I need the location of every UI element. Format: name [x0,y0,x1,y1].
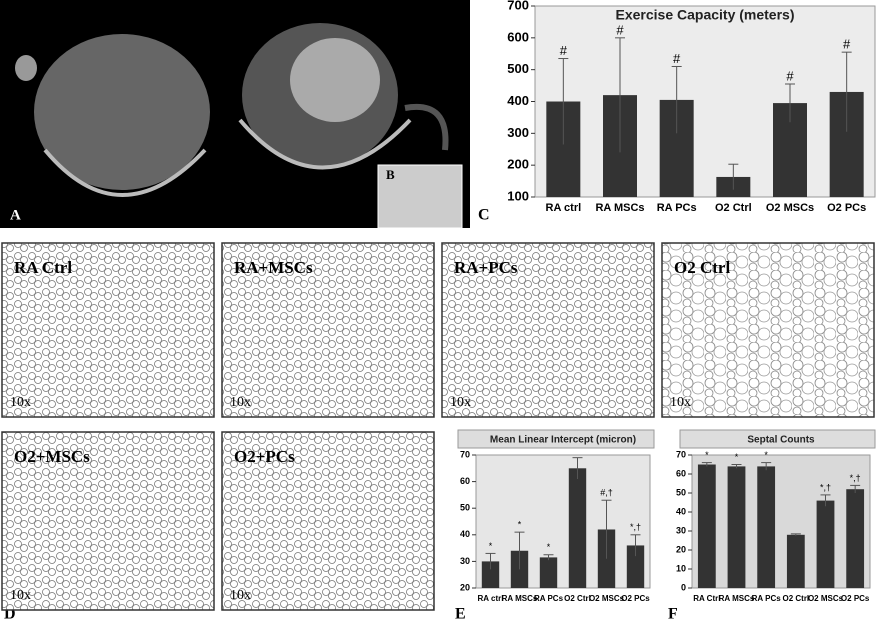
magnification: 10x [670,395,691,410]
bar [568,468,587,588]
y-tick-label: 10 [676,563,686,573]
x-tick-label: O2 MSCs [589,594,625,603]
panel-label: C [478,207,490,224]
annotation: # [673,51,681,66]
magnification: 10x [230,395,251,410]
x-tick-label: RA PCs [534,594,564,603]
plot-area [534,5,876,198]
y-tick-label: 100 [507,188,529,203]
chart-header [457,429,655,449]
x-tick-label: O2 MSCs [808,594,844,603]
y-tick-label: 600 [507,29,529,44]
annotation: # [560,43,568,58]
chart-title: Septal Counts [747,435,815,446]
x-tick-label: RA PCs [752,594,782,603]
y-tick-label: 30 [460,556,470,566]
y-tick-label: 40 [460,529,470,539]
annotation: *,† [820,482,831,492]
bar [786,534,805,588]
y-tick-label: 20 [460,582,470,592]
x-tick-label: O2 Ctrl [564,594,591,603]
histology-image [441,242,655,418]
histology-image [661,242,875,418]
x-tick-label: RA ctrl [546,202,582,214]
panel-title: O2+MSCs [14,447,90,466]
bar [816,500,835,588]
panel-label: D [4,606,16,623]
magnification: 10x [10,588,31,603]
y-tick-label: 50 [676,487,686,497]
y-tick-label: 20 [676,544,686,554]
x-tick-label: O2 MSCs [766,202,814,214]
annotation: * [764,450,768,460]
x-tick-label: RA MSCs [502,594,538,603]
ct-image [0,0,470,229]
y-tick-label: 30 [676,525,686,535]
y-tick-label: 400 [507,93,529,108]
bar [481,561,500,588]
magnification: 10x [450,395,471,410]
plot-area [691,454,871,589]
histology-image [1,431,215,611]
annotation: # [616,22,624,37]
magnification: 10x [230,588,251,603]
y-tick-label: 500 [507,61,529,76]
histology-image [221,431,435,611]
y-tick-label: 50 [460,503,470,513]
y-tick-label: 700 [507,0,529,12]
annotation: * [518,520,522,530]
x-tick-label: RA Ctrl [693,594,720,603]
annotation: # [843,37,851,52]
x-tick-label: RA ctrl [478,594,504,603]
panel-label: B [386,167,395,182]
bar [727,466,746,588]
y-tick-label: 60 [676,468,686,478]
bar [539,557,558,588]
bar [697,464,716,588]
panel-title: RA Ctrl [14,258,72,277]
panel-title: O2+PCs [234,447,295,466]
x-tick-label: O2 PCs [621,594,650,603]
x-tick-label: RA PCs [657,202,697,214]
magnification: 10x [10,395,31,410]
y-tick-label: 70 [676,449,686,459]
y-tick-label: 70 [460,449,470,459]
bar [846,489,865,588]
panel-label: F [668,606,678,623]
x-tick-label: RA MSCs [595,202,644,214]
panel-title: O2 Ctrl [674,258,730,277]
x-tick-label: O2 PCs [841,594,870,603]
x-tick-label: O2 PCs [827,202,866,214]
annotation: * [489,541,493,551]
histology-image [221,242,435,418]
bar [626,545,645,588]
annotation: *,† [630,522,641,532]
annotation: * [547,542,551,552]
x-tick-label: O2 Ctrl [715,202,752,214]
plot-area [475,454,651,589]
panel-title: RA+PCs [454,258,518,277]
chart-header [679,429,876,449]
panel-title: RA+MSCs [234,258,313,277]
chart-title: Exercise Capacity (meters) [616,7,795,23]
annotation: #,† [600,488,613,498]
panel-label: A [10,207,21,223]
annotation: * [705,450,709,460]
y-tick-label: 300 [507,125,529,140]
annotation: *,† [850,473,861,483]
annotation: # [786,68,794,83]
x-tick-label: O2 Ctrl [782,594,809,603]
y-tick-label: 0 [681,582,686,592]
y-tick-label: 40 [676,506,686,516]
panel-label: E [455,606,466,623]
histology-image [1,242,215,418]
bar [757,466,776,588]
x-tick-label: RA MSCs [719,594,755,603]
y-tick-label: 200 [507,157,529,172]
y-tick-label: 60 [460,476,470,486]
chart-title: Mean Linear Intercept (micron) [490,435,636,446]
annotation: * [735,452,739,462]
